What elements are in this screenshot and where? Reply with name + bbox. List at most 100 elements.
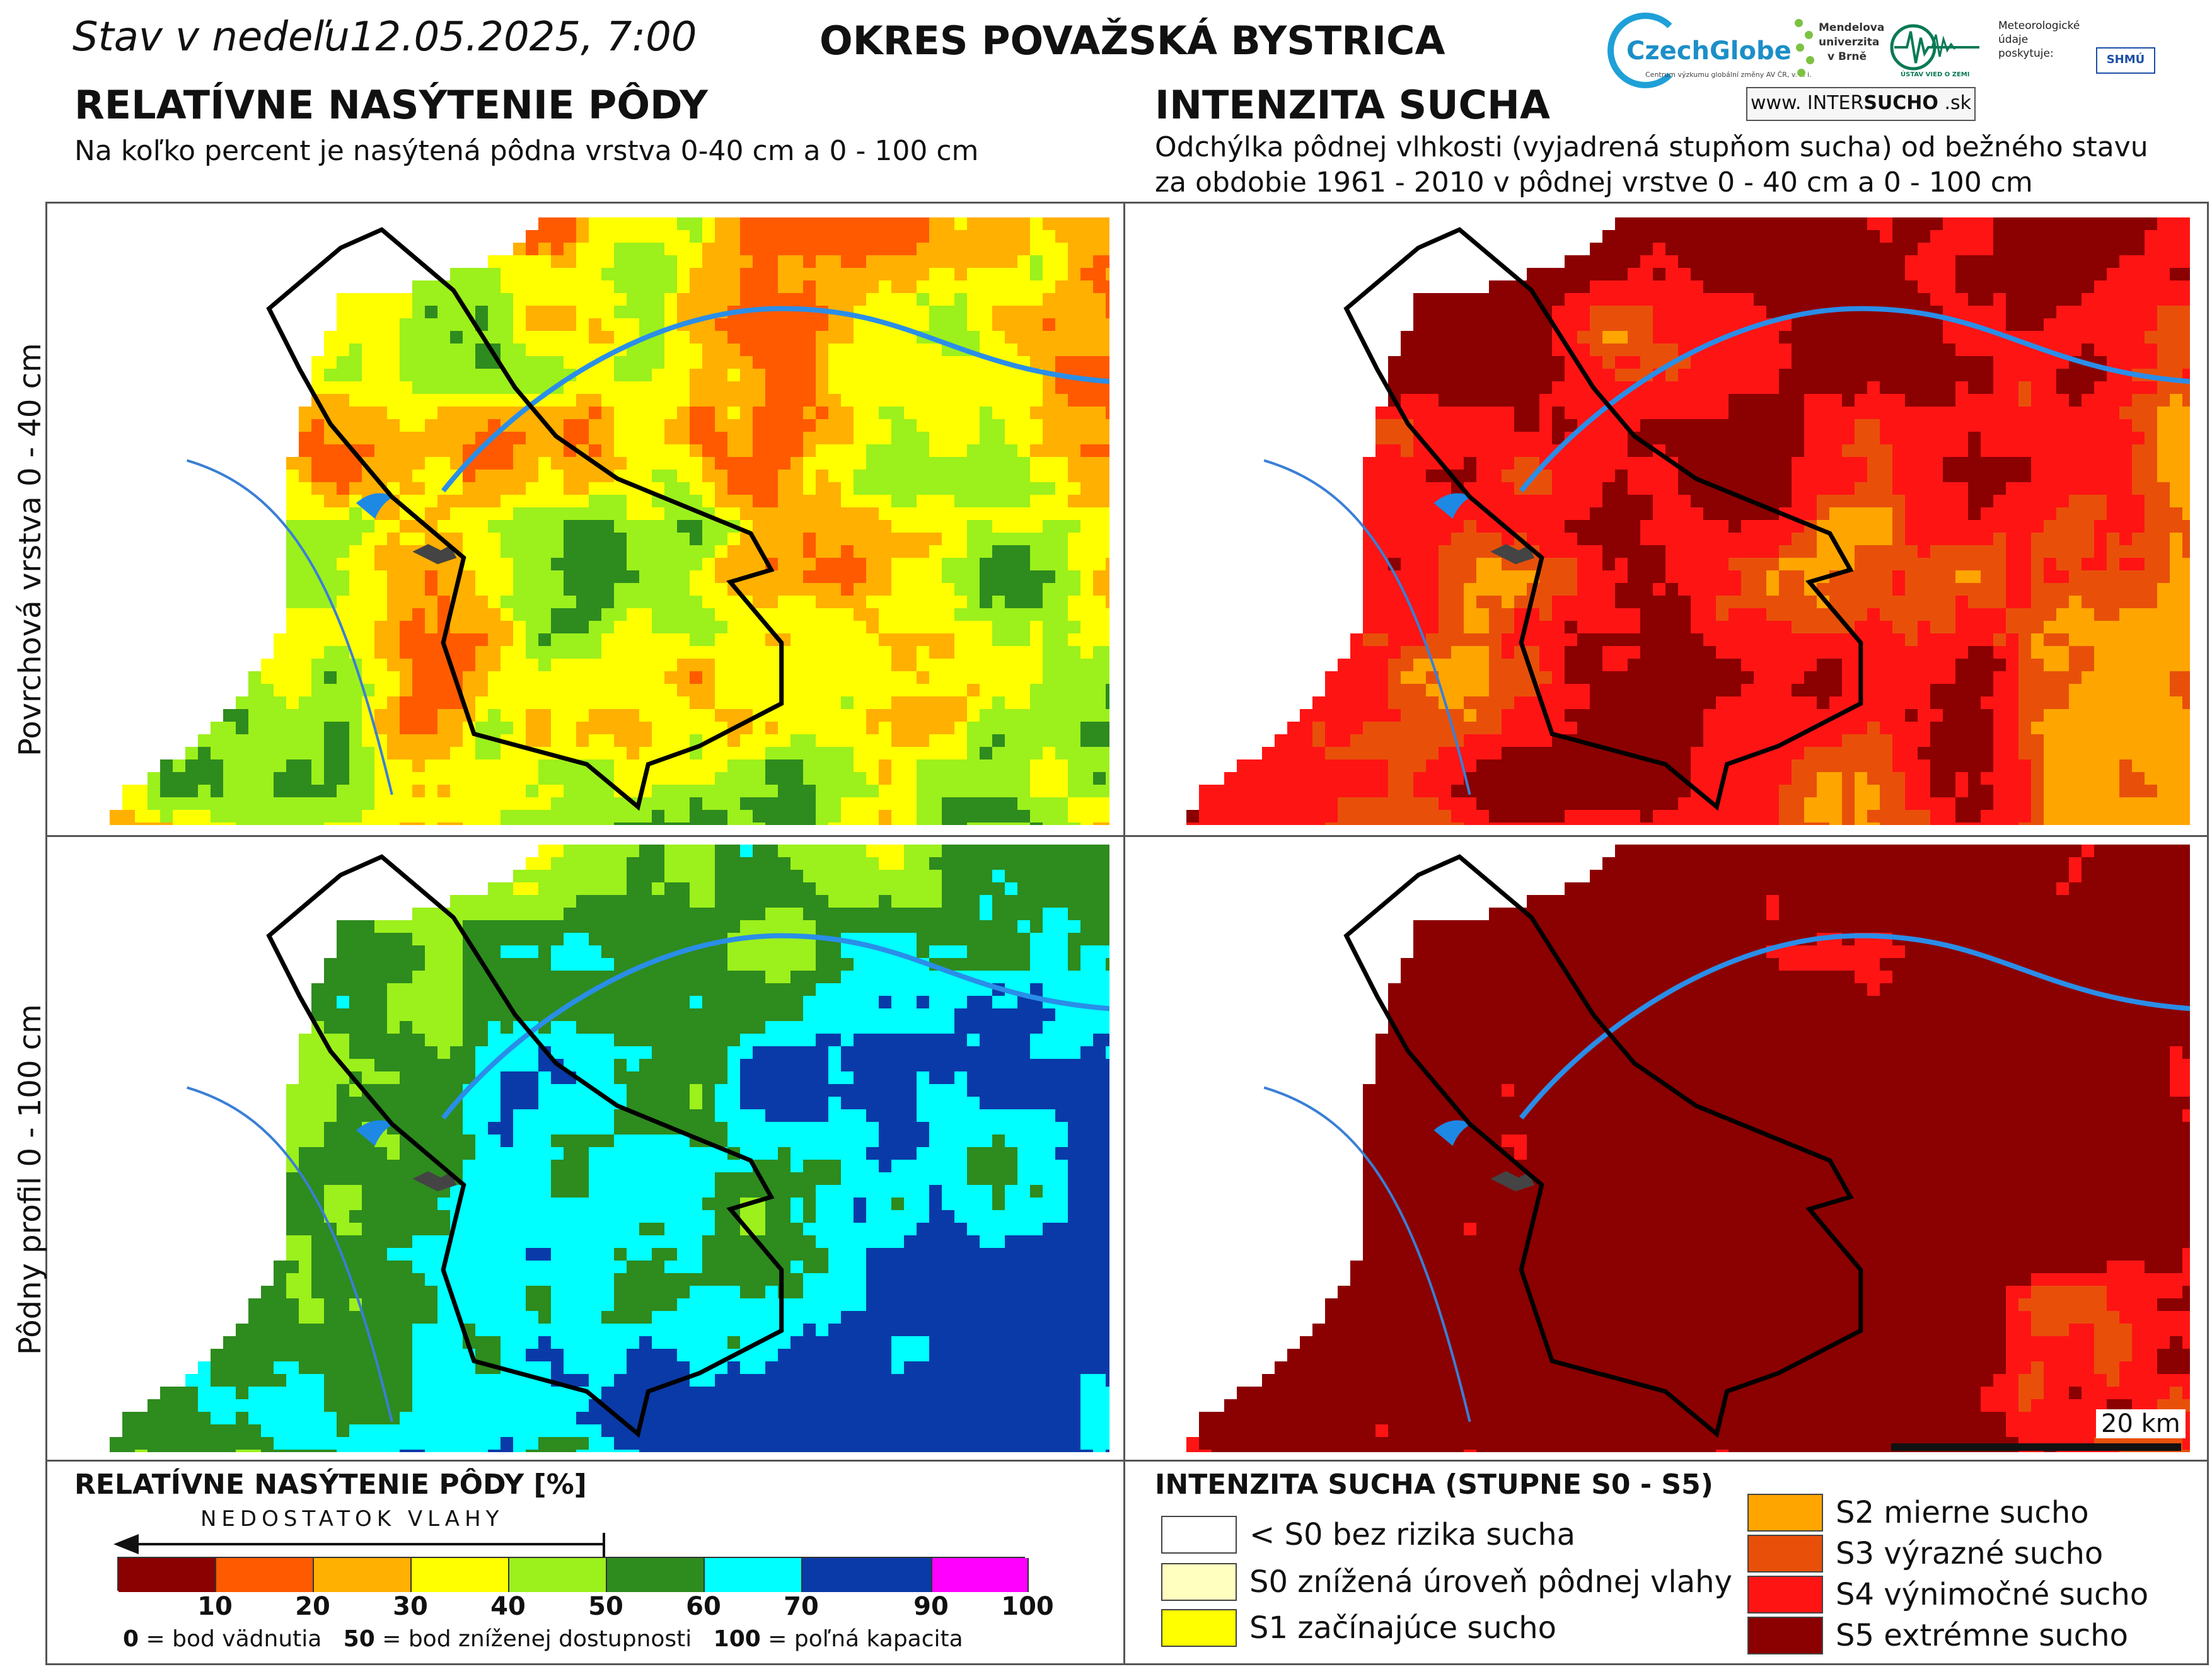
shmu-badge: SHMÚ [2096, 47, 2155, 74]
reservoir [356, 493, 394, 519]
vertical-divider [1123, 202, 1125, 1665]
scale-tick-10: 10 [197, 1592, 233, 1621]
district-boundary [1343, 227, 1863, 811]
drought-legend-label: S2 mierne sucho [1836, 1495, 2089, 1530]
district-boundary [266, 227, 784, 811]
ustav-vied-o-zemi-logo[interactable]: ÚSTAV VIED O ZEMI [1888, 22, 1989, 91]
left-section-subtitle: Na koľko percent je nasýtená pôdna vrstv… [74, 135, 979, 167]
intersucho-link[interactable]: www. INTERSUCHO .sk [1746, 87, 1976, 121]
czechglobe-logo-text: CzechGlobe [1626, 37, 1792, 66]
scale-tick-90: 90 [913, 1592, 949, 1621]
scale-cell-50 [509, 1558, 607, 1592]
drought-swatch [1161, 1516, 1237, 1554]
drought-swatch [1161, 1609, 1237, 1647]
scale-cell-100 [932, 1558, 1029, 1592]
scale-bar [1891, 1443, 2181, 1451]
saturation-scale-ticks: 10 20 30 40 50 60 70 90 100 [117, 1592, 1054, 1624]
river-tributary [1263, 1086, 1471, 1423]
river-tributary [187, 459, 393, 795]
horizontal-divider-1 [45, 835, 2209, 837]
town-povazska-bystrica [412, 544, 457, 565]
foot-100-text: = poľná kapacita [760, 1626, 963, 1652]
map-drought-profile[interactable] [1161, 845, 2190, 1452]
scale-cell-90 [802, 1558, 932, 1592]
shmu-provider-text: Meteorologické údaje poskytuje: [1998, 20, 2080, 60]
map-saturation-topsoil[interactable] [84, 217, 1109, 825]
river-vah [1519, 933, 2190, 1120]
row-label-profile: Pôdny profil 0 - 100 cm [13, 1004, 48, 1355]
scale-tick-40: 40 [490, 1592, 526, 1621]
drought-legend-label: S0 znížená úroveň pôdnej vlahy [1249, 1564, 1732, 1600]
scale-tick-100: 100 [1001, 1592, 1054, 1621]
saturation-color-scale [117, 1557, 1029, 1592]
czechglobe-logo[interactable]: CzechGlobe Centrum výzkumu globální změn… [1607, 13, 1812, 88]
czechglobe-logo-subtext: Centrum výzkumu globální změny AV ČR, v.… [1645, 71, 1812, 79]
map-dr-bot-svg [1161, 845, 2190, 1452]
river-tributary [1263, 459, 1471, 795]
foot-50-text: = bod zníženej dostupnosti [374, 1626, 692, 1652]
map-sat-bot-svg [84, 845, 1109, 1452]
horizontal-divider-2 [45, 1460, 2209, 1462]
drought-legend-label: S3 výrazné sucho [1836, 1536, 2104, 1571]
shmu-logo[interactable]: Meteorologické údaje poskytuje: SHMÚ [1998, 19, 2155, 88]
arrow-label: NEDOSTATOK VLAHY [200, 1506, 504, 1532]
map-saturation-profile[interactable] [84, 845, 1109, 1452]
river-vah [441, 933, 1109, 1120]
map-dr-top-svg [1161, 217, 2190, 825]
scale-cell-70 [705, 1558, 802, 1592]
drought-swatch [1747, 1617, 1823, 1654]
foot-0-value: 0 [123, 1626, 139, 1652]
scale-tick-70: 70 [784, 1592, 819, 1621]
river-tributary [187, 1086, 393, 1423]
map-sat-top-svg [84, 217, 1109, 825]
foot-0-text: = bod vädnutia [139, 1626, 322, 1652]
drought-legend-items: < S0 bez rizika sucha S0 znížená úroveň p… [1161, 1494, 2201, 1667]
scale-cell-30 [314, 1558, 412, 1592]
foot-50-value: 50 [343, 1626, 375, 1652]
mendel-university-logo[interactable]: Mendelova univerzita v Brně [1793, 16, 1885, 91]
main-frame [45, 202, 2209, 1665]
left-section-title: RELATÍVNE NASÝTENIE PÔDY [74, 82, 708, 128]
river-vah [441, 306, 1109, 493]
scale-cell-10 [119, 1558, 216, 1592]
drought-legend-title: INTENZITA SUCHA (STUPNE S0 - S5) [1155, 1469, 1713, 1501]
scale-cell-40 [412, 1558, 509, 1592]
foot-100-value: 100 [713, 1626, 761, 1652]
partner-logos: CzechGlobe Centrum výzkumu globální změn… [1607, 6, 2200, 120]
intersucho-prefix: www. INTER [1750, 92, 1864, 114]
scale-tick-60: 60 [686, 1592, 721, 1621]
right-section-title: INTENZITA SUCHA [1155, 82, 1550, 128]
saturation-legend-title: RELATÍVNE NASÝTENIE PÔDY [%] [74, 1469, 587, 1501]
drought-legend-label: S4 výnimočné sucho [1836, 1577, 2149, 1612]
reservoir [1433, 493, 1472, 519]
drought-legend-label: S5 extrémne sucho [1836, 1618, 2128, 1653]
row-label-topsoil: Povrchová vrstva 0 - 40 cm [13, 343, 48, 756]
mendel-university-logo-text: Mendelova univerzita v Brně [1819, 21, 1885, 63]
reservoir [1433, 1120, 1472, 1146]
district-boundary [1343, 854, 1863, 1438]
saturation-legend-footnote: 0 = bod vädnutia 50 = bod zníženej dostu… [123, 1626, 963, 1652]
right-section-subtitle-line1: Odchýlka pôdnej vlhkosti (vyjadrená stup… [1155, 131, 2148, 163]
drought-legend-label: S1 začínajúce sucho [1249, 1610, 1556, 1646]
drought-swatch [1161, 1563, 1237, 1601]
scale-tick-30: 30 [393, 1592, 428, 1621]
scale-cell-60 [607, 1558, 705, 1592]
river-vah [1519, 306, 2190, 493]
scale-tick-20: 20 [295, 1592, 330, 1621]
town-povazska-bystrica [412, 1171, 457, 1192]
intersucho-bold: SUCHO [1863, 92, 1938, 114]
district-title: OKRES POVAŽSKÁ BYSTRICA [819, 18, 1445, 64]
right-section-subtitle-line2: za obdobie 1961 - 2010 v pôdnej vrstve 0… [1155, 166, 2033, 199]
datetime-heading: Stav v nedeľu12.05.2025, 7:00 [72, 14, 697, 61]
scale-cell-20 [216, 1558, 314, 1592]
drought-legend-label: < S0 bez rizika sucha [1249, 1517, 1576, 1552]
scale-bar-label: 20 km [2096, 1409, 2186, 1438]
map-drought-topsoil[interactable] [1161, 217, 2190, 825]
district-boundary [266, 854, 784, 1438]
drought-swatch [1747, 1535, 1823, 1573]
scale-tick-50: 50 [588, 1592, 623, 1621]
intersucho-suffix: .sk [1938, 92, 1971, 114]
town-povazska-bystrica [1490, 1171, 1535, 1192]
deficit-arrow [113, 1533, 605, 1557]
town-povazska-bystrica [1490, 544, 1535, 565]
